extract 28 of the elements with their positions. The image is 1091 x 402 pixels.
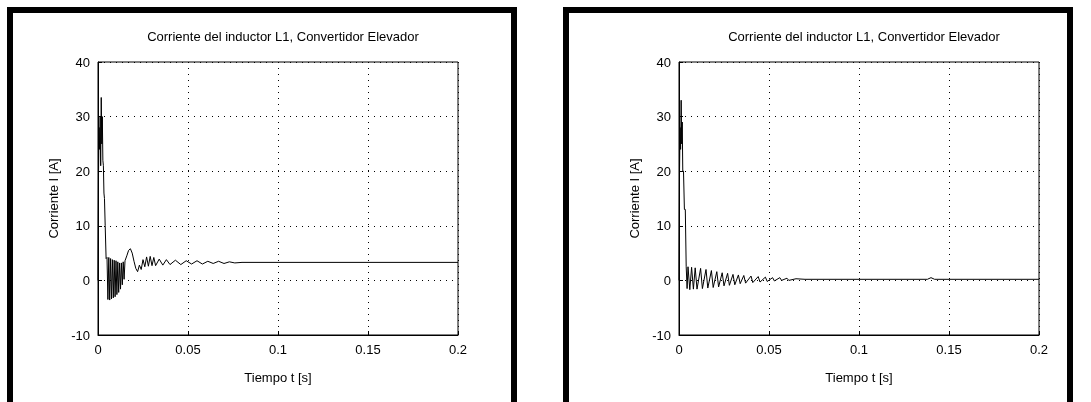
y-tick-label: 20 <box>75 163 90 179</box>
y-tick-label: 40 <box>75 54 90 70</box>
y-tick-label: 10 <box>75 218 90 234</box>
x-axis-title: Tiempo t [s] <box>825 370 893 385</box>
y-tick-label: 30 <box>75 109 90 125</box>
y-tick-label: 0 <box>82 272 90 288</box>
y-tick-label: 30 <box>656 109 671 125</box>
y-tick-label: 10 <box>656 218 671 234</box>
y-tick-label: -10 <box>71 327 90 343</box>
y-tick-label: 0 <box>663 272 671 288</box>
x-tick-label: 0 <box>94 342 102 357</box>
x-tick-label: 0.2 <box>1029 342 1049 357</box>
x-tick-label: 0.15 <box>355 342 381 357</box>
x-tick-label: 0.1 <box>849 342 869 357</box>
y-tick-label: -10 <box>652 327 671 343</box>
y-axis-title: Corriente I [A] <box>627 158 643 239</box>
x-tick-label: 0.2 <box>448 342 468 357</box>
x-tick-label: 0.15 <box>936 342 962 357</box>
chart-title: Corriente del inductor L1, Convertidor Elevador <box>147 29 420 44</box>
y-tick-label: 40 <box>656 54 671 70</box>
chart-title: Corriente del inductor L1, Convertidor Elevador <box>728 29 1001 44</box>
y-axis-title: Corriente I [A] <box>46 158 62 239</box>
y-tick-label: 20 <box>656 163 671 179</box>
x-tick-label: 0.1 <box>268 342 288 357</box>
x-axis-title: Tiempo t [s] <box>244 370 312 385</box>
x-tick-label: 0 <box>675 342 683 357</box>
x-tick-label: 0.05 <box>756 342 782 357</box>
x-tick-label: 0.05 <box>175 342 201 357</box>
